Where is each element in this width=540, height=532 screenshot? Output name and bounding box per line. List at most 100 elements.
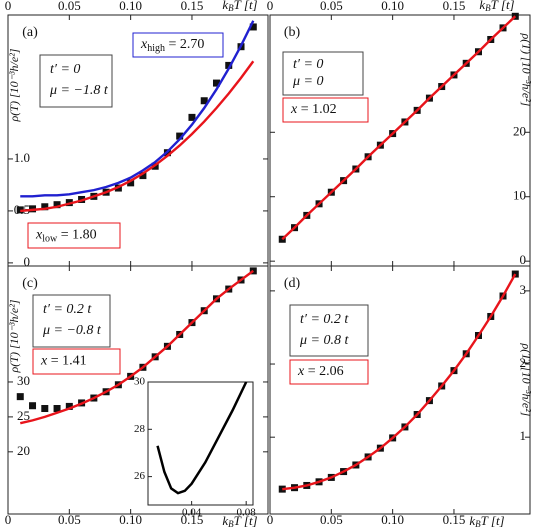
fit-label-box: [132, 32, 224, 58]
x-tick-label: 0: [5, 512, 12, 527]
x-tick-label: 0.15: [181, 0, 204, 13]
x-tick-label: 0: [5, 0, 12, 13]
x-label-sub: B: [475, 519, 481, 529]
data-point: [139, 172, 147, 180]
y-axis-label: ρ(T) [10⁻³h/e²]: [7, 299, 21, 373]
data-point: [41, 405, 49, 413]
parameter-text: μ = 0.8 t: [299, 333, 349, 348]
parameter-text: t′ = 0: [293, 57, 323, 72]
x-tick-label: 0.05: [320, 0, 343, 13]
data-point: [53, 405, 61, 413]
x-label-rest: T [t]: [481, 513, 505, 528]
data-point: [200, 97, 208, 105]
x-tick-label: 0: [267, 512, 274, 527]
x-label-main: k: [479, 0, 485, 12]
inset-y-tick-label: 30: [134, 376, 146, 388]
data-point: [29, 402, 37, 410]
data-point: [16, 393, 24, 401]
parameter-text: μ = −1.8 t: [49, 83, 109, 98]
fit-value: = 2.06: [304, 364, 343, 379]
fit-value: = 1.02: [297, 102, 336, 117]
x-tick-label: 0.15: [181, 512, 204, 527]
data-point: [53, 201, 61, 209]
inset-x-tick-label: 0.08: [237, 507, 257, 519]
inset-x-tick-label: 0.04: [182, 507, 202, 519]
fit-symbol: x: [40, 354, 48, 369]
data-point: [127, 179, 135, 187]
y-tick-label: 1: [520, 428, 527, 443]
data-point: [188, 113, 196, 121]
fit-label: xlow = 1.80: [35, 228, 97, 245]
fit-value: = 1.80: [57, 228, 96, 243]
fit-label: xhigh = 2.70: [140, 37, 204, 54]
fit-symbol: x: [35, 228, 43, 243]
fit-label: x = 1.41: [40, 354, 87, 369]
x-axis-label: kBT [t]: [479, 0, 514, 13]
parameter-text: μ = −0.8 t: [42, 323, 102, 338]
panel-label: (d): [284, 276, 301, 291]
y-axis-label: ρ(T) [10⁻³h/e²]: [519, 33, 533, 107]
x-label-main: k: [222, 0, 228, 12]
y-axis-label: ρ(T) [10⁻³h/e²]: [7, 48, 21, 122]
parameter-box: [282, 51, 364, 96]
x-tick-label: 0.10: [381, 0, 404, 13]
y-axis-label: ρ(T) [10⁻³h/e²]: [519, 343, 533, 417]
fit-symbol: x: [290, 102, 298, 117]
y-tick-label: 20: [513, 123, 526, 138]
fit-subscript: high: [147, 43, 165, 54]
fit-label: x = 2.06: [297, 364, 344, 379]
x-tick-label: 0.10: [119, 0, 142, 13]
x-label-main: k: [469, 513, 475, 528]
data-point: [176, 132, 184, 140]
fit-value: = 1.41: [47, 354, 86, 369]
x-label-rest: T [t]: [491, 0, 515, 12]
data-point: [511, 12, 519, 20]
x-axis-label: kBT [t]: [469, 513, 504, 529]
x-tick-label: 0: [267, 0, 274, 13]
data-point: [225, 61, 233, 69]
y-tick-label: 20: [17, 443, 30, 458]
x-label-sub: B: [228, 3, 234, 13]
y-tick-label: 3: [520, 282, 527, 297]
panel-label: (c): [22, 276, 38, 291]
parameter-box: [289, 304, 369, 357]
x-axis-label: kBT [t]: [222, 513, 257, 529]
fit-line: [282, 273, 517, 491]
y-tick-label: 0: [520, 252, 527, 267]
parameter-text: t′ = 0.2 t: [43, 302, 92, 317]
fit-symbol: x: [140, 37, 148, 52]
x-tick-label: 0.15: [443, 0, 466, 13]
fit-line: [20, 20, 255, 198]
data-point: [249, 23, 257, 31]
fit-label: x = 1.02: [290, 102, 337, 117]
y-tick-label: 2: [520, 355, 527, 370]
x-label-sub: B: [228, 519, 234, 529]
inset-line: [156, 381, 248, 495]
fit-line: [281, 15, 517, 241]
fit-label-box: [32, 348, 121, 375]
panel-label: (b): [284, 25, 301, 40]
data-point: [511, 270, 519, 278]
fit-label-box: [27, 222, 121, 249]
parameter-text: t′ = 0.2 t: [300, 312, 349, 327]
parameter-text: μ = 0: [292, 74, 323, 89]
inset-y-tick-label: 26: [134, 470, 146, 482]
x-tick-label: 0.05: [58, 0, 81, 13]
x-label-rest: T [t]: [234, 0, 258, 12]
data-point: [41, 203, 49, 211]
data-point: [212, 79, 220, 87]
inset-y-tick-label: 28: [134, 423, 146, 435]
x-tick-label: 0.10: [119, 512, 142, 527]
x-tick-label: 0.15: [443, 512, 466, 527]
parameter-text: t′ = 0: [50, 62, 80, 77]
x-axis-label: kBT [t]: [222, 0, 257, 13]
fit-subscript: low: [42, 234, 58, 245]
panel-frame: [269, 265, 531, 515]
data-point: [65, 402, 73, 410]
y-tick-label: 1.0: [14, 150, 30, 165]
y-tick-label: 10: [513, 188, 526, 203]
fit-line: [20, 60, 255, 213]
fit-line: [19, 269, 254, 425]
x-label-rest: T [t]: [234, 513, 258, 528]
